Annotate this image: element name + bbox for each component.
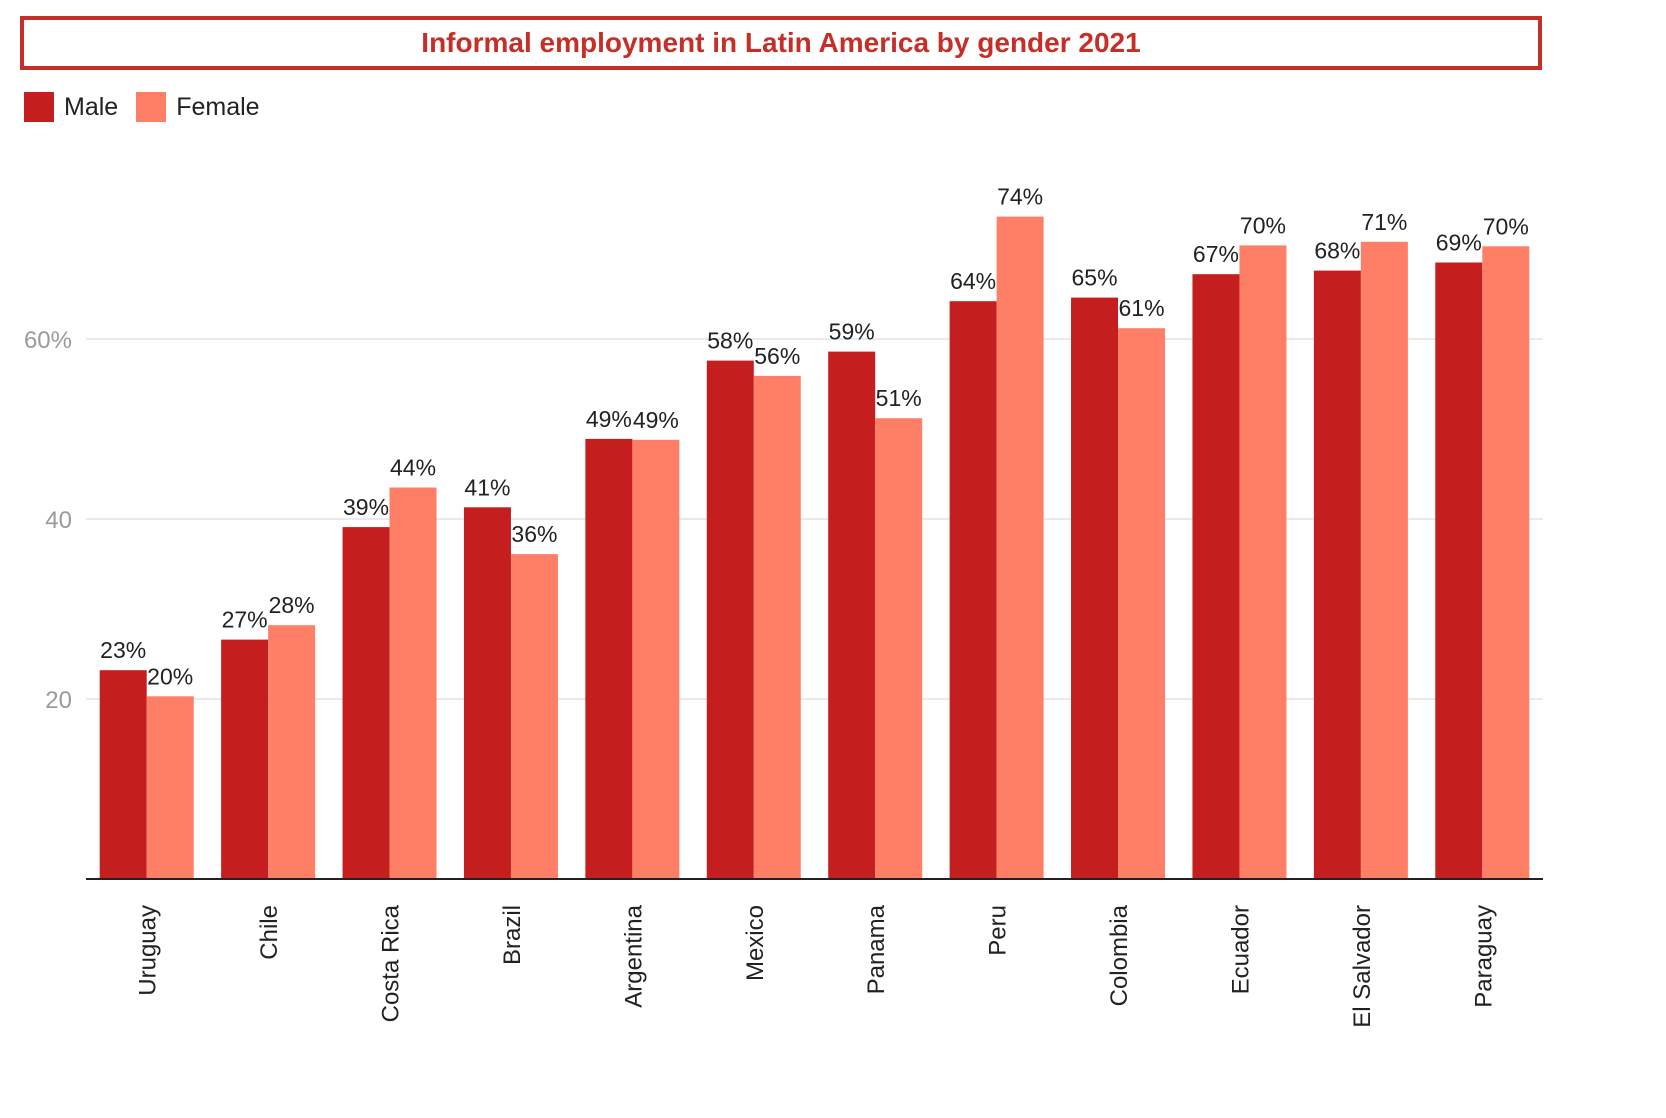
chart-title: Informal employment in Latin America by … [421, 27, 1141, 58]
legend-item-female: Female [136, 92, 260, 122]
bar-male [1192, 274, 1240, 879]
bar-female [996, 216, 1044, 880]
x-tick-label: Argentina [620, 904, 647, 1007]
bar-female [510, 554, 558, 879]
bar-male [828, 351, 876, 880]
data-label-male: 69% [1436, 230, 1482, 256]
bar-female [268, 625, 316, 879]
bar-male [585, 438, 633, 879]
data-label-female: 70% [1240, 212, 1286, 238]
data-label-female: 70% [1483, 213, 1529, 239]
bar-female [146, 696, 194, 879]
data-label-female: 28% [269, 592, 315, 618]
data-label-female: 51% [876, 385, 922, 411]
data-label-male: 41% [464, 474, 510, 500]
data-label-female: 56% [754, 343, 800, 369]
data-label-male: 39% [343, 494, 389, 520]
data-label-female: 20% [147, 663, 193, 689]
x-tick-label: Panama [863, 904, 890, 994]
bar-female [875, 418, 923, 879]
data-label-male: 64% [950, 268, 996, 294]
data-label-male: 27% [222, 607, 268, 633]
bar-female [389, 487, 437, 879]
bar-male [1435, 262, 1483, 879]
bar-male [99, 670, 147, 879]
bar-female [1360, 241, 1408, 880]
data-label-female: 44% [390, 455, 436, 481]
data-label-female: 49% [633, 407, 679, 433]
x-tick-label: Mexico [742, 905, 769, 981]
x-tick-label: Ecuador [1227, 905, 1254, 994]
bar-male [706, 360, 754, 880]
data-label-male: 67% [1193, 241, 1239, 267]
legend: Male Female [24, 92, 278, 122]
y-tick-label: 20 [45, 687, 72, 714]
bar-male [1313, 270, 1361, 880]
x-tick-label: Brazil [499, 905, 526, 965]
x-tick-label: Peru [985, 905, 1012, 956]
data-label-male: 68% [1314, 238, 1360, 264]
x-tick-label: Colombia [1106, 904, 1133, 1006]
legend-label-male: Male [64, 92, 119, 121]
chart-title-box: Informal employment in Latin America by … [20, 16, 1542, 70]
bar-male [1071, 297, 1119, 880]
bar-male [949, 301, 997, 879]
x-tick-label: Chile [256, 905, 283, 960]
data-label-male: 58% [707, 328, 753, 354]
data-label-male: 65% [1072, 265, 1118, 291]
x-tick-label: Uruguay [135, 905, 162, 996]
x-tick-label: El Salvador [1349, 905, 1376, 1028]
bar-male [342, 527, 390, 879]
legend-item-male: Male [24, 92, 118, 122]
legend-label-female: Female [176, 92, 260, 121]
bar-female [632, 439, 680, 879]
bar-female [1239, 245, 1287, 879]
bar-female [1118, 328, 1166, 879]
legend-swatch-male [24, 92, 54, 122]
bar-female [1482, 246, 1530, 880]
data-label-female: 36% [511, 521, 557, 547]
data-label-female: 74% [997, 184, 1043, 210]
data-label-male: 59% [829, 319, 875, 345]
data-label-female: 61% [1119, 295, 1165, 321]
y-tick-label: 40 [45, 507, 72, 534]
bar-female [753, 375, 801, 879]
data-label-female: 71% [1361, 209, 1407, 235]
data-label-male: 49% [586, 406, 632, 432]
bar-male [221, 639, 269, 879]
bar-male [463, 507, 511, 879]
y-tick-label: 60% [24, 327, 72, 354]
x-tick-label: Costa Rica [378, 904, 405, 1022]
x-tick-label: Paraguay [1470, 905, 1497, 1008]
data-label-male: 23% [100, 637, 146, 663]
legend-swatch-female [136, 92, 167, 122]
